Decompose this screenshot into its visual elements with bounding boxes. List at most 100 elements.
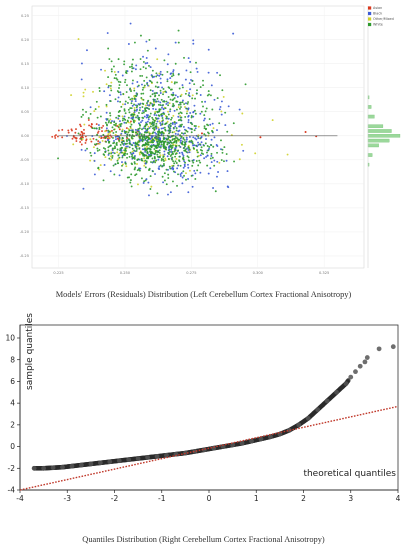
residual-point <box>133 103 136 106</box>
residual-point <box>158 120 161 123</box>
residual-point <box>190 128 193 131</box>
residual-point <box>148 127 151 129</box>
residual-point <box>107 149 110 152</box>
residual-point <box>72 143 75 146</box>
residual-point <box>95 123 98 126</box>
residual-point <box>159 92 162 94</box>
residual-point <box>167 168 169 171</box>
residual-point <box>89 151 92 154</box>
residual-point <box>144 179 147 182</box>
residual-point <box>162 143 165 146</box>
residual-point <box>179 103 182 106</box>
residual-point <box>117 58 120 61</box>
residual-point <box>165 122 168 125</box>
residual-point <box>147 138 150 141</box>
qq-point <box>97 460 103 466</box>
residual-point <box>203 125 206 128</box>
residual-point <box>216 97 219 100</box>
residual-point <box>180 132 183 135</box>
residual-point <box>110 89 113 92</box>
residual-point <box>89 138 92 141</box>
qq-y-tick-label: 6 <box>10 377 15 386</box>
residual-point <box>142 181 145 184</box>
residual-point <box>146 49 149 52</box>
residual-point <box>160 159 163 162</box>
residual-point <box>96 131 99 134</box>
residual-point <box>155 92 158 94</box>
residual-point <box>125 145 128 148</box>
residual-point <box>167 113 170 116</box>
residual-point <box>192 136 195 139</box>
residual-point <box>155 159 158 162</box>
residual-point <box>111 126 114 129</box>
residual-point <box>124 100 127 103</box>
residual-point <box>164 146 167 149</box>
qq-point <box>126 457 132 462</box>
residual-point <box>123 108 126 111</box>
residual-point <box>153 128 156 131</box>
residual-point <box>171 156 174 159</box>
residual-point <box>134 68 137 71</box>
residual-point <box>141 119 144 122</box>
histogram-bar <box>367 134 401 138</box>
residual-point <box>155 118 158 120</box>
residual-point <box>145 139 148 142</box>
qq-point <box>220 444 226 449</box>
residual-point <box>79 141 82 143</box>
residual-point <box>95 138 98 141</box>
residual-point <box>119 91 122 94</box>
residual-point <box>127 116 130 119</box>
residual-point <box>86 49 88 52</box>
residual-point <box>170 147 173 150</box>
residual-point <box>125 71 127 74</box>
residual-point <box>153 155 156 158</box>
residual-point <box>139 106 141 109</box>
residual-point <box>131 67 134 70</box>
residuals-y-ticks: 0.25 0.20 0.15 0.10 0.05 0.00 -0.05 -0.10 -0.15 -… <box>20 14 30 258</box>
residual-point <box>118 156 121 159</box>
residual-point <box>191 79 194 82</box>
residual-point <box>192 115 195 118</box>
qq-x-tick-label: 4 <box>396 494 401 503</box>
residual-point <box>154 173 156 175</box>
residual-point <box>194 178 197 180</box>
residuals-y-tick-label: 0.25 <box>21 14 29 18</box>
residual-point <box>174 94 177 97</box>
residual-point <box>169 191 172 194</box>
residual-point <box>149 125 152 128</box>
residual-point <box>190 114 193 117</box>
residual-point <box>191 164 194 167</box>
residual-point <box>177 29 180 32</box>
residual-point <box>156 81 159 84</box>
residual-point <box>225 159 228 162</box>
residual-point <box>165 115 168 118</box>
residuals-chart: 0.25 0.20 0.15 0.10 0.05 0.00 -0.05 -0.10 -0.15 -… <box>20 5 401 275</box>
residual-point <box>142 60 145 63</box>
residual-point <box>95 100 98 103</box>
residual-point <box>120 122 123 125</box>
residual-point <box>170 93 173 96</box>
residual-point <box>203 127 206 130</box>
residual-point <box>114 133 117 136</box>
residual-point <box>207 90 210 93</box>
residual-point <box>118 128 121 131</box>
residual-point <box>157 126 160 129</box>
residual-point <box>112 142 115 145</box>
residual-point <box>122 140 125 143</box>
residual-point <box>187 126 190 129</box>
residual-point <box>97 142 100 145</box>
residual-point <box>139 68 142 71</box>
residual-point <box>133 162 136 165</box>
residual-point <box>216 129 218 132</box>
residual-point <box>159 104 162 107</box>
residual-point <box>232 122 235 125</box>
residual-point <box>146 102 148 105</box>
qq-y-tick-label: 0 <box>10 442 15 451</box>
residual-point <box>124 143 127 145</box>
residual-point <box>141 116 144 119</box>
residual-point <box>220 110 223 113</box>
residual-point <box>162 91 165 94</box>
residual-point <box>88 124 91 127</box>
residual-point <box>152 131 155 134</box>
residual-point <box>140 97 143 99</box>
